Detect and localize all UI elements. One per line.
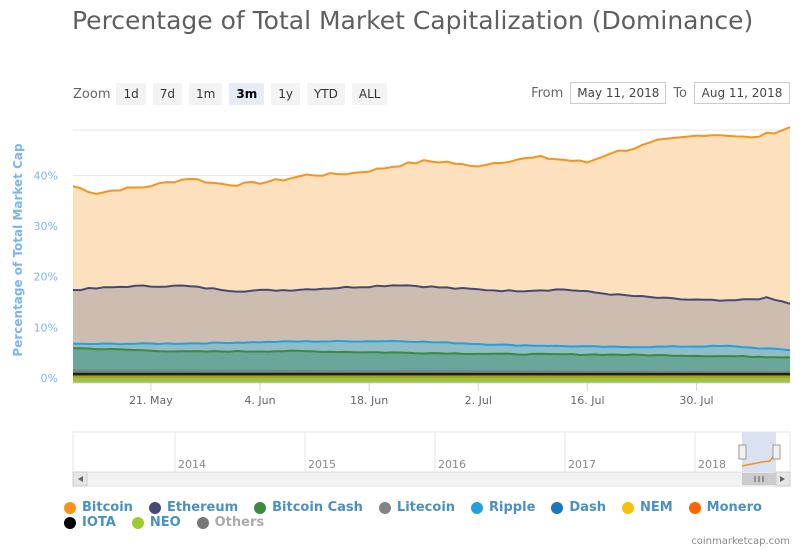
legend-item-ethereum[interactable]: Ethereum	[148, 500, 239, 515]
zoom-button-1d[interactable]: 1d	[116, 83, 146, 105]
zoom-button-all[interactable]: ALL	[351, 83, 388, 105]
y-tick-label: 30%	[34, 220, 58, 233]
x-tick-label: 18. Jun	[350, 394, 388, 407]
ripple-line	[72, 339, 791, 352]
legend-label: Ripple	[489, 500, 536, 515]
navigator-handle-left[interactable]	[738, 444, 747, 460]
legend-marker-icon	[471, 501, 484, 514]
legend-item-bitcoin-cash[interactable]: Bitcoin Cash	[254, 500, 363, 515]
legend-item-dash[interactable]: Dash	[551, 500, 606, 515]
y-tick-label: 20%	[34, 271, 58, 284]
x-tick-label: 16. Jul	[570, 394, 604, 407]
to-date-input[interactable]	[694, 82, 790, 104]
legend-item-monero[interactable]: Monero	[688, 500, 762, 515]
navigator-tick-label: 2017	[568, 458, 596, 471]
legend-item-bitcoin[interactable]: Bitcoin	[64, 500, 133, 515]
legend-item-litecoin[interactable]: Litecoin	[378, 500, 456, 515]
legend-label: NEO	[149, 515, 181, 530]
x-tick-label: 21. May	[129, 394, 173, 407]
bitcoin-cash-line	[73, 347, 790, 359]
zoom-button-1m[interactable]: 1m	[189, 83, 223, 105]
ethereum-line	[72, 284, 791, 305]
legend-row: IOTA NEO Others	[64, 515, 794, 530]
legend-marker-icon	[254, 501, 267, 514]
scroll-left-icon	[78, 476, 83, 482]
legend-marker-icon	[131, 516, 144, 529]
legend-marker-icon	[551, 501, 564, 514]
legend-label: Monero	[706, 500, 762, 515]
navigator-handle-right[interactable]	[772, 444, 781, 460]
series-areas	[72, 126, 791, 384]
scroll-right-icon	[780, 476, 785, 482]
x-tick-label: 30. Jul	[679, 394, 713, 407]
to-label: To	[673, 85, 687, 101]
legend-item-iota[interactable]: IOTA	[64, 515, 116, 530]
zoom-button-3m[interactable]: 3m	[229, 83, 265, 105]
zoom-selector: Zoom 1d 7d 1m 3m 1y YTD ALL	[73, 82, 394, 106]
x-axis-ticks: 21. May 4. Jun 18. Jun 2. Jul 16. Jul 30. Jul	[129, 383, 714, 407]
scrollbar-track[interactable]	[72, 471, 791, 487]
zoom-label: Zoom	[73, 86, 111, 102]
dominance-chart[interactable]: 0% 10% 20% 30% 40% 21. May 4. Jun 18. Jun 2. Ju…	[0, 0, 800, 500]
y-axis-label: Percentage of Total Market Cap	[11, 143, 25, 357]
legend-label: Others	[214, 515, 265, 530]
legend-item-ripple[interactable]: Ripple	[471, 500, 535, 515]
y-tick-label: 10%	[34, 321, 58, 334]
legend-label: Dash	[569, 500, 606, 515]
chart-title: Percentage of Total Market Capitalizatio…	[72, 6, 754, 35]
scrollbar-grip-icon	[754, 476, 764, 482]
legend-label: Ethereum	[166, 500, 239, 515]
date-range-selector: From To	[524, 82, 790, 104]
navigator-background	[72, 431, 791, 473]
zoom-button-ytd[interactable]: YTD	[306, 83, 345, 105]
legend-item-neo[interactable]: NEO	[131, 515, 181, 530]
y-axis-ticks: 0% 10% 20% 30% 40%	[34, 170, 58, 385]
bitcoin-line	[72, 126, 791, 196]
y-tick-label: 0%	[41, 372, 58, 385]
zoom-button-1y[interactable]: 1y	[271, 83, 300, 105]
x-tick-label: 2. Jul	[465, 394, 492, 407]
legend-marker-icon	[378, 501, 391, 514]
legend-label: Bitcoin	[82, 500, 133, 515]
y-tick-label: 40%	[34, 170, 58, 183]
litecoin-line	[73, 369, 790, 374]
legend-marker-icon	[148, 501, 161, 514]
navigator-tick-label: 2016	[438, 458, 466, 471]
legend-marker-icon	[688, 501, 701, 514]
neo-band	[73, 377, 790, 383]
legend-marker-icon	[64, 516, 76, 529]
legend-marker-icon	[621, 501, 634, 514]
from-date-input[interactable]	[570, 82, 667, 104]
x-tick-label: 4. Jun	[244, 394, 275, 407]
legend: Bitcoin Ethereum Bitcoin Cash Litecoin Rippl…	[64, 500, 794, 530]
navigator-tick-label: 2015	[308, 458, 336, 471]
zoom-button-7d[interactable]: 7d	[152, 83, 183, 105]
legend-marker-icon	[196, 516, 209, 529]
legend-marker-icon	[64, 501, 76, 514]
legend-item-nem[interactable]: NEM	[621, 500, 673, 515]
navigator-tick-label: 2018	[698, 458, 726, 471]
legend-label: Bitcoin Cash	[272, 500, 363, 515]
from-label: From	[531, 85, 564, 101]
legend-label: IOTA	[82, 515, 116, 530]
navigator[interactable]: 2014 2015 2016 2017 2018	[72, 431, 791, 487]
legend-item-others[interactable]: Others	[196, 515, 265, 530]
credit-link[interactable]: coinmarketcap.com	[691, 536, 790, 547]
navigator-tick-label: 2014	[178, 458, 206, 471]
navigator-selection[interactable]	[742, 432, 776, 472]
legend-label: NEM	[639, 500, 673, 515]
legend-row: Bitcoin Ethereum Bitcoin Cash Litecoin Rippl…	[64, 500, 794, 515]
legend-label: Litecoin	[396, 500, 456, 515]
navigator-series-line	[741, 451, 777, 467]
